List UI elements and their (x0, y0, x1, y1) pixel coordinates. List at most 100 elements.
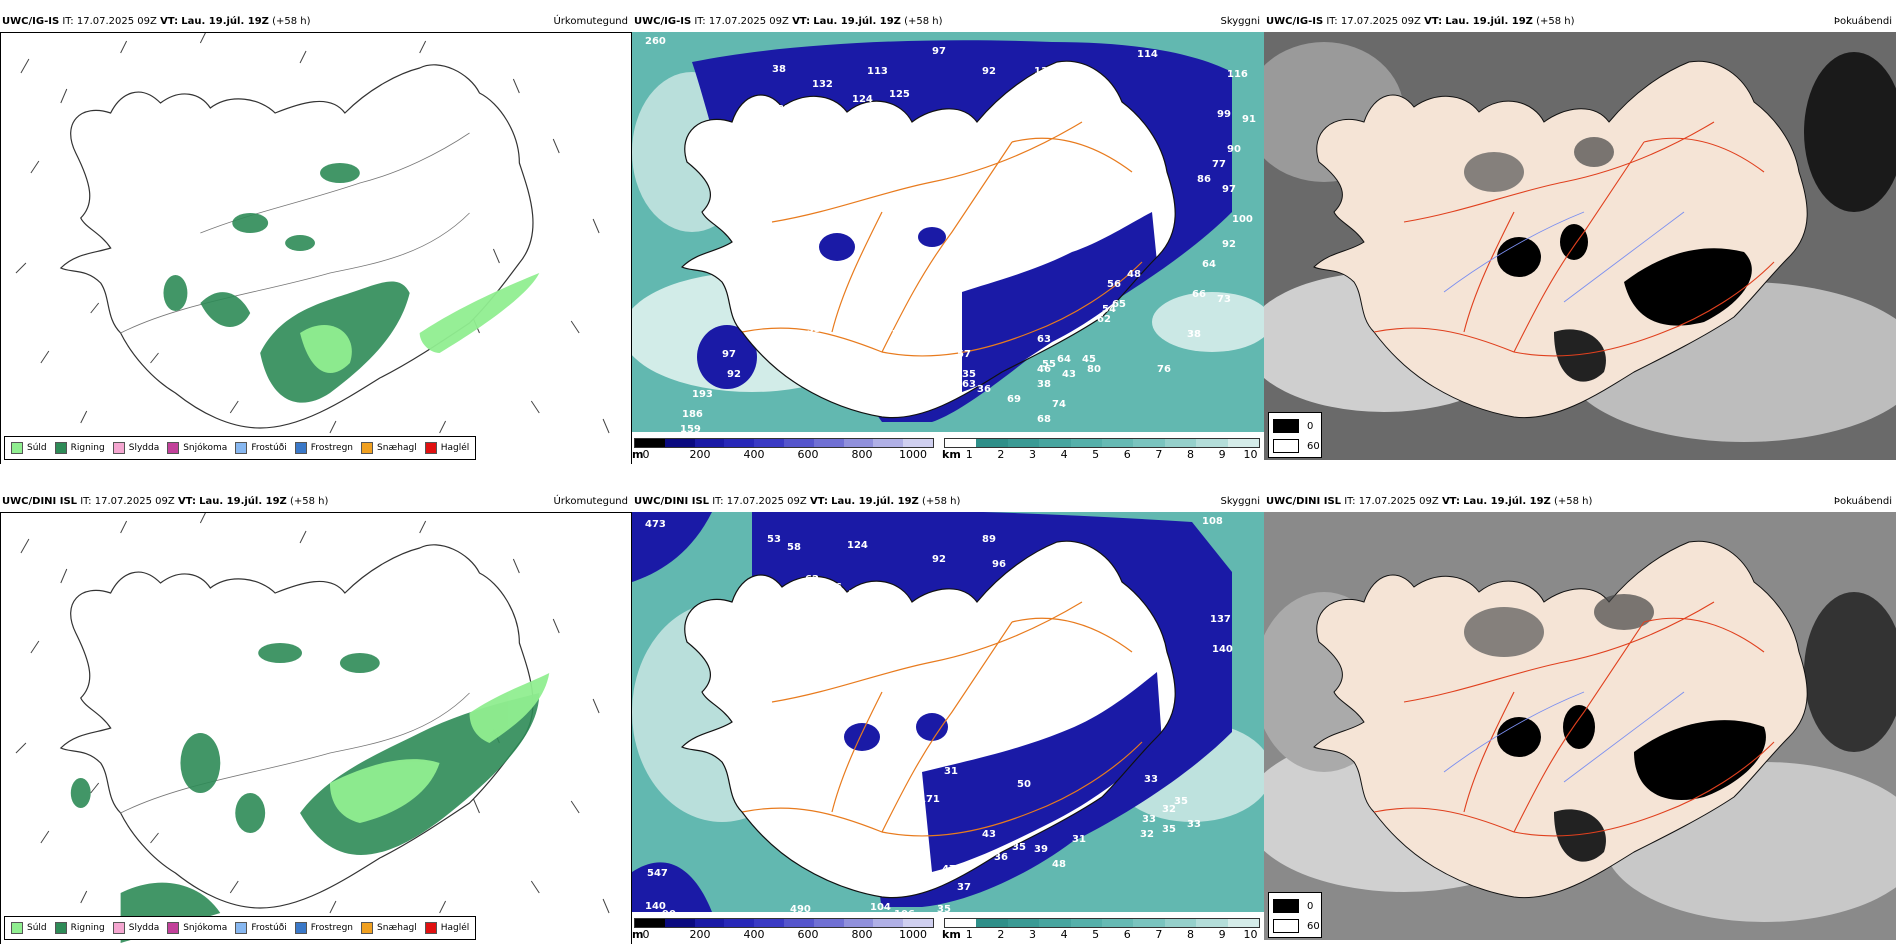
legend-item: Snjókoma (167, 922, 227, 934)
visibility-value-label: 32 (1140, 829, 1154, 840)
visibility-value-label: 48 (1127, 269, 1141, 280)
tick-label: 0 (642, 448, 650, 461)
visibility-value-label: 90 (662, 909, 676, 912)
legend-item: Frostregn (294, 922, 353, 934)
visibility-value-label: 547 (647, 868, 668, 879)
tick-label: 4 (1060, 448, 1068, 461)
legend-swatch (235, 442, 248, 454)
visibility-value-label: 66 (1192, 289, 1206, 300)
visibility-value-label: 116 (1227, 69, 1248, 80)
precip-map[interactable] (0, 32, 632, 464)
ceiling-unit: m (632, 448, 644, 461)
legend-swatch (361, 922, 374, 934)
tick-label: 7 (1155, 448, 1163, 461)
panel-ig-fog-index: UWC/IG-IS IT: 17.07.2025 09Z VT: Lau. 19… (1264, 12, 1896, 464)
legend-item: Frostregn (294, 442, 353, 454)
legend-swatch (11, 922, 23, 934)
ceiling-colorbar-gradient (634, 918, 934, 928)
legend-item: Snæhagl (361, 922, 417, 934)
panel-title: UWC/IG-IS IT: 17.07.2025 09Z VT: Lau. 19… (1266, 16, 1575, 27)
legend-item: 0 (1273, 419, 1313, 433)
visibility-value-label: 53 (807, 324, 821, 335)
panel-field-name: Úrkomutegund (553, 16, 628, 27)
visibility-value-label: 64 (1202, 259, 1216, 270)
visibility-value-label: 36 (994, 852, 1008, 863)
visibility-value-label: 473 (645, 519, 666, 530)
tick-label: 1000 (899, 448, 927, 461)
visibility-value-label: 97 (722, 349, 736, 360)
precip-type-legend: Súld Rigning Slydda Snjókoma Frostúði Fr… (4, 436, 477, 460)
legend-swatch (112, 442, 125, 454)
visibility-value-label: 31 (1072, 834, 1086, 845)
tick-label: 1000 (899, 928, 927, 941)
visibility-value-label: 124 (852, 94, 873, 105)
visibility-value-label: 55 (1042, 359, 1056, 370)
visibility-value-label: 65 (782, 314, 796, 325)
visibility-value-label: 90 (1227, 144, 1241, 155)
legend-item: Haglél (424, 922, 469, 934)
tick-label: 10 (1243, 448, 1258, 461)
legend-item: Súld (11, 442, 47, 454)
visibility-map[interactable]: 38 113 97 92 138 114 116 132 124 125 82 96 117 142 113… (632, 32, 1264, 432)
visibility-value-label: 107 (902, 199, 923, 210)
precip-map[interactable] (0, 512, 632, 944)
visibility-value-label: 76 (1157, 364, 1171, 375)
visibility-unit: km (942, 928, 961, 941)
fog-index-map[interactable] (1264, 512, 1896, 940)
visibility-value-label: 117 (827, 134, 848, 145)
panel-field-name: Þokuábendi (1833, 496, 1892, 507)
visibility-value-label: 50 (1017, 779, 1031, 790)
visibility-value-label: 54 (1102, 304, 1116, 315)
ceiling-unit: m (632, 928, 644, 941)
visibility-value-label: 97 (932, 46, 946, 57)
visibility-value-label: 43 (982, 829, 996, 840)
visibility-value-label: 113 (867, 66, 888, 77)
visibility-value-label: 490 (1040, 556, 1061, 567)
legend-swatch (1273, 419, 1299, 433)
visibility-value-label: 140 (1212, 644, 1233, 655)
visibility-colorbar: km 1 2 3 4 5 6 7 8 9 10 (942, 438, 1260, 462)
visibility-value-label: 33 (1144, 774, 1158, 785)
visibility-value-label: 55 (897, 274, 911, 285)
legend-item: Súld (11, 922, 47, 934)
tick-label: 200 (689, 928, 711, 941)
legend-swatch (294, 442, 307, 454)
legend-swatch (1273, 899, 1299, 913)
legend-item: 0 (1273, 899, 1313, 913)
fog-index-map[interactable] (1264, 32, 1896, 460)
visibility-value-label: 92 (982, 66, 996, 77)
visibility-value-label: 39 (1034, 844, 1048, 855)
tick-label: 800 (851, 448, 873, 461)
visibility-value-label: 63 (1037, 334, 1051, 345)
tick-label: 2 (997, 448, 1005, 461)
ceiling-ticks: 0 200 400 600 800 1000 (634, 448, 934, 461)
visibility-colorbar-gradient (944, 438, 1260, 448)
visibility-value-label: 49 (882, 249, 896, 260)
visibility-value-label: 35 (962, 369, 976, 380)
tick-label: 5 (1092, 928, 1100, 941)
tick-label: 9 (1218, 928, 1226, 941)
visibility-value-label: 159 (680, 424, 701, 432)
tick-label: 6 (1123, 448, 1131, 461)
legend-swatch (361, 442, 374, 454)
visibility-map[interactable]: 53 58 124 92 89 96 490 108 62 96 117 88 148 137 140 36 3… (632, 512, 1264, 912)
visibility-value-label: 51 (942, 374, 956, 385)
visibility-value-label: 34 (962, 239, 976, 250)
visibility-value-label: 117 (848, 589, 869, 600)
legend-swatch (11, 442, 23, 454)
visibility-ticks: 1 2 3 4 5 6 7 8 9 10 (944, 928, 1260, 941)
visibility-value-label: 35 (1162, 824, 1176, 835)
legend-swatch (294, 922, 307, 934)
precip-type-legend: Súld Rigning Slydda Snjókoma Frostúði Fr… (4, 916, 477, 940)
tick-label: 3 (1028, 448, 1036, 461)
panel-dini-precip-type: UWC/DINI ISL IT: 17.07.2025 09Z VT: Lau.… (0, 492, 632, 944)
visibility-value-label: 64 (1057, 354, 1071, 365)
legend-swatch (235, 922, 248, 934)
visibility-value-label: 47 (942, 864, 956, 875)
visibility-value-label: 32 (1162, 804, 1176, 815)
legend-item: Frostúði (235, 922, 287, 934)
tick-label: 0 (642, 928, 650, 941)
legend-swatch (1273, 439, 1299, 453)
visibility-value-label: 89 (982, 534, 996, 545)
visibility-value-label: 48 (1052, 859, 1066, 870)
